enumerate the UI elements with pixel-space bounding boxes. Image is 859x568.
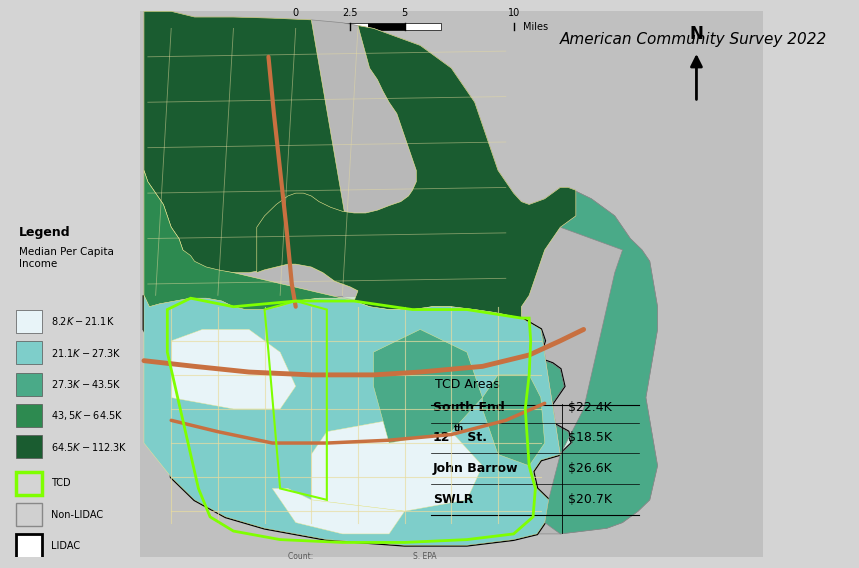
Polygon shape [144, 11, 657, 534]
Bar [332, 23, 369, 30]
Polygon shape [257, 26, 576, 318]
Polygon shape [374, 329, 483, 443]
Bar [405, 23, 441, 30]
Text: $57.8K: $57.8K [168, 147, 288, 177]
Polygon shape [144, 11, 358, 291]
Polygon shape [311, 420, 483, 511]
Polygon shape [140, 11, 763, 557]
Polygon shape [272, 488, 405, 534]
Text: Count:                                          S. EPA: Count: S. EPA [288, 552, 436, 561]
Text: 0: 0 [293, 8, 299, 18]
Polygon shape [541, 187, 657, 534]
Polygon shape [144, 295, 560, 545]
Polygon shape [144, 295, 572, 545]
Text: American Community Survey 2022: American Community Survey 2022 [560, 32, 827, 47]
Polygon shape [144, 170, 343, 310]
Polygon shape [171, 329, 295, 409]
Text: 2.5: 2.5 [343, 8, 358, 18]
Text: N: N [690, 24, 704, 43]
Polygon shape [483, 375, 545, 466]
Text: $22.5K: $22.5K [323, 306, 443, 336]
Bar [369, 23, 405, 30]
Text: 5: 5 [401, 8, 408, 18]
Bar [295, 23, 332, 30]
Text: 10: 10 [508, 8, 520, 18]
Text: Miles: Miles [523, 22, 548, 32]
